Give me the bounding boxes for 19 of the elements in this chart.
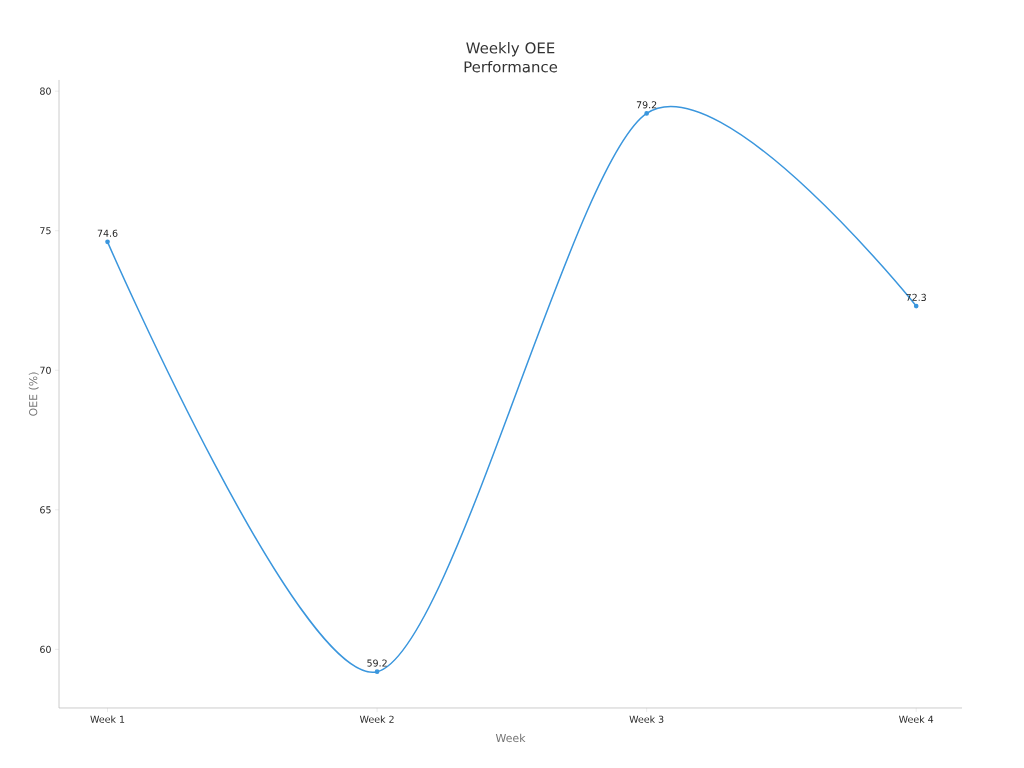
- point: [913, 303, 919, 309]
- y-tick-label: 80: [40, 87, 51, 95]
- x-tick-label: Week 4: [899, 715, 934, 723]
- data-label: 59.2: [367, 659, 387, 667]
- x-tick-label: Week 1: [90, 715, 125, 723]
- point: [105, 239, 110, 245]
- y-tick-label: 65: [40, 506, 51, 514]
- y-tick-label: 70: [40, 366, 51, 374]
- y-tick-label: 75: [40, 227, 51, 235]
- data-label: 79.2: [636, 101, 657, 109]
- data-label: 74.6: [97, 229, 118, 237]
- chart-title: Weekly OEE Performance: [464, 42, 558, 73]
- y-axis-title: OEE (%): [28, 372, 39, 416]
- point: [644, 111, 649, 116]
- x-tick-label: Week 3: [629, 715, 664, 723]
- point: [374, 669, 380, 675]
- y-tick-label: 60: [40, 645, 51, 653]
- x-tick-label: Week 2: [359, 715, 394, 723]
- x-axis-title: Week: [495, 733, 526, 743]
